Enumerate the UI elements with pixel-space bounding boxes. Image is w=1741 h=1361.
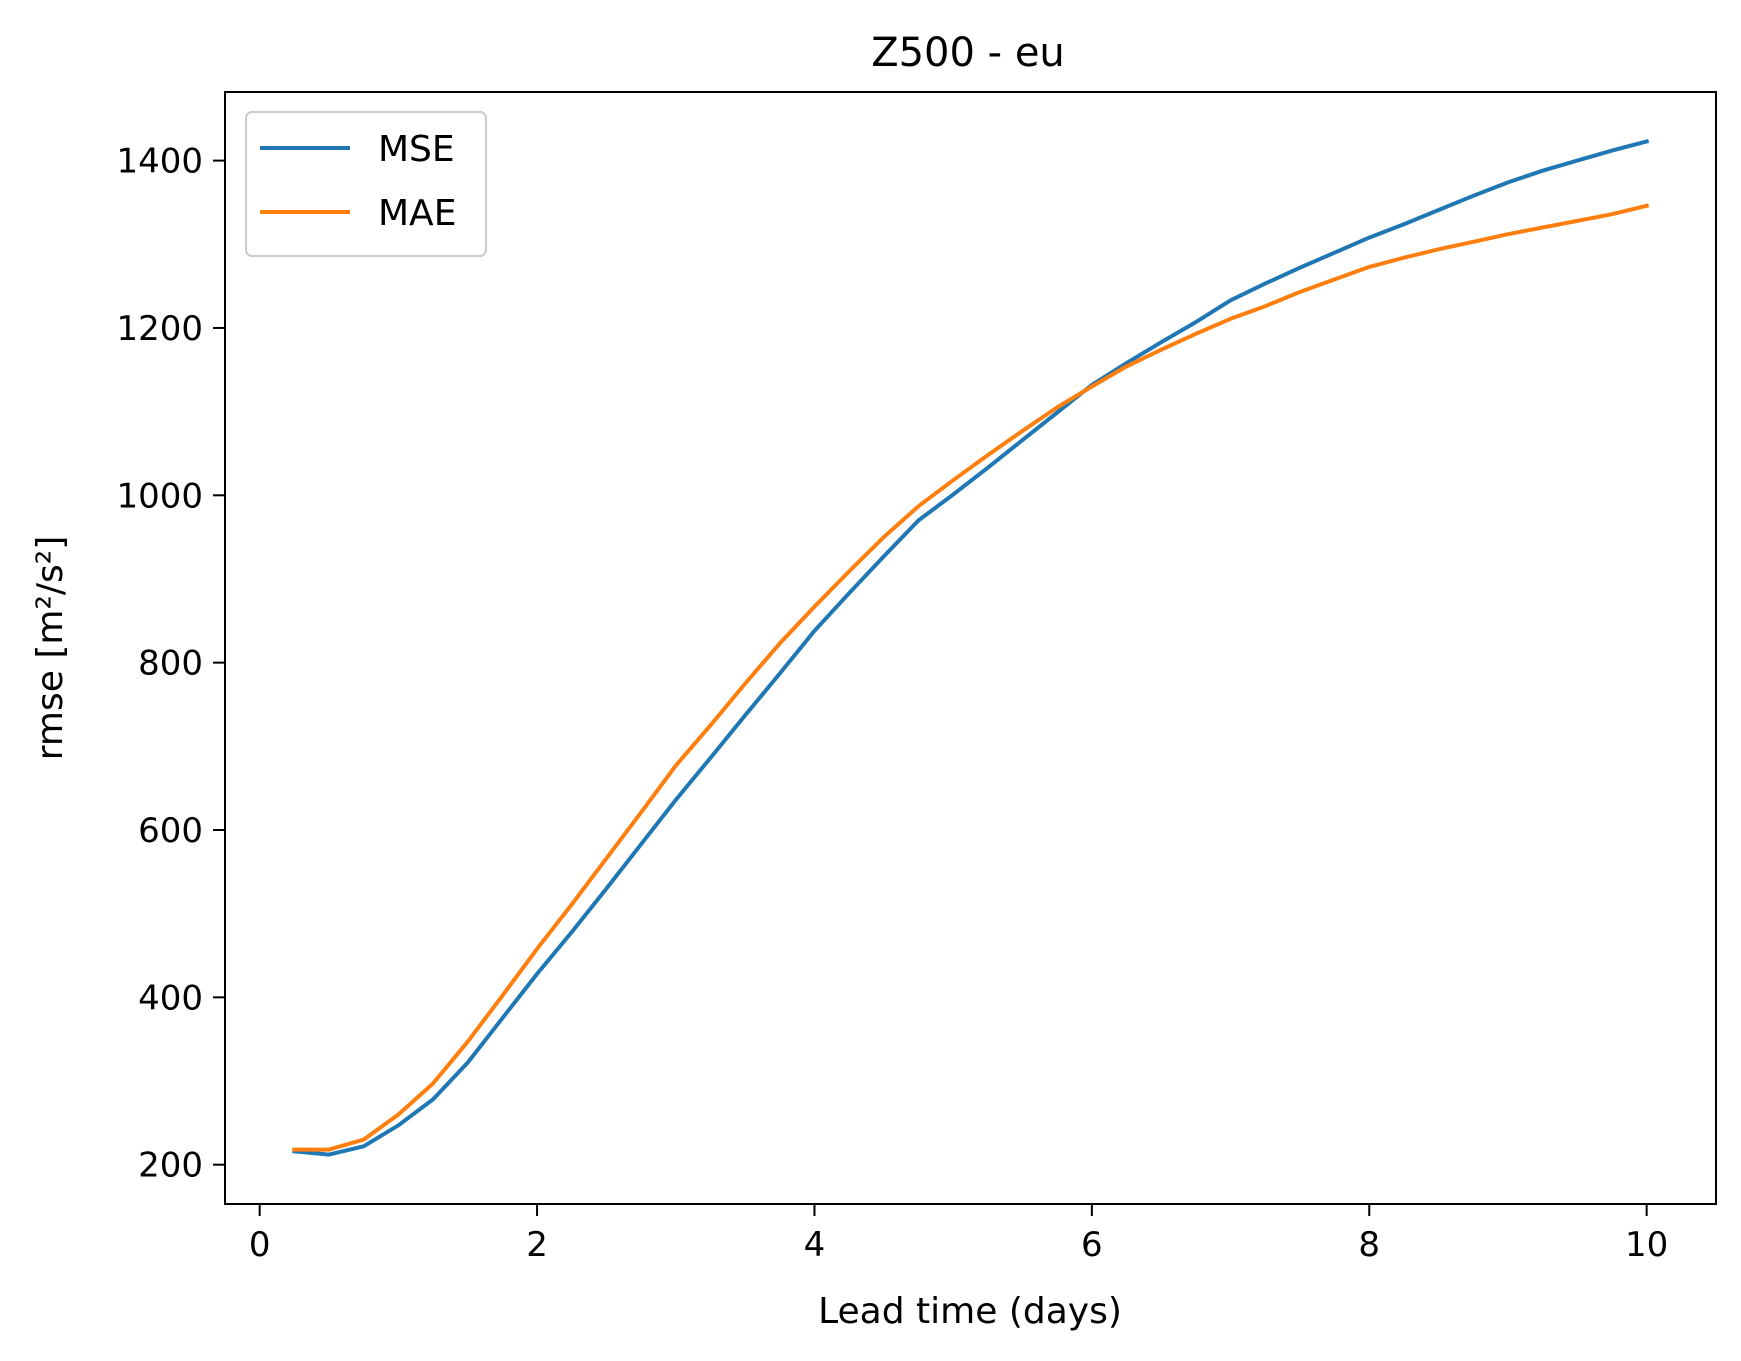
chart-title: Z500 - eu (871, 30, 1065, 76)
y-tick-label: 1200 (116, 309, 203, 349)
series-line-mse (292, 138, 1650, 1157)
y-tick-label: 600 (138, 811, 203, 851)
legend: MSE MAE (245, 111, 487, 257)
legend-label-mse: MSE (378, 129, 455, 170)
y-axis: 200 400 600 800 1000 1200 1400 (116, 142, 225, 1186)
y-tick-label: 1000 (116, 476, 203, 516)
plot-lines (292, 138, 1650, 1157)
legend-label-mae: MAE (378, 193, 456, 234)
x-axis: 0 2 4 6 8 10 (249, 1204, 1668, 1265)
x-tick-label: 2 (526, 1225, 548, 1265)
series-line-mae (292, 203, 1650, 1152)
x-tick-label: 0 (249, 1225, 271, 1265)
x-axis-label: Lead time (days) (818, 1291, 1122, 1332)
x-tick-label: 10 (1625, 1225, 1668, 1265)
y-tick-label: 1400 (116, 142, 203, 182)
y-tick-label: 800 (138, 644, 203, 684)
y-tick-label: 400 (138, 978, 203, 1018)
x-tick-label: 8 (1358, 1225, 1380, 1265)
y-axis-label: rmse [m²/s²] (30, 536, 71, 761)
plot-frame (224, 91, 1717, 1205)
x-tick-label: 4 (804, 1225, 826, 1265)
x-tick-label: 6 (1081, 1225, 1103, 1265)
y-tick-label: 200 (138, 1146, 203, 1186)
